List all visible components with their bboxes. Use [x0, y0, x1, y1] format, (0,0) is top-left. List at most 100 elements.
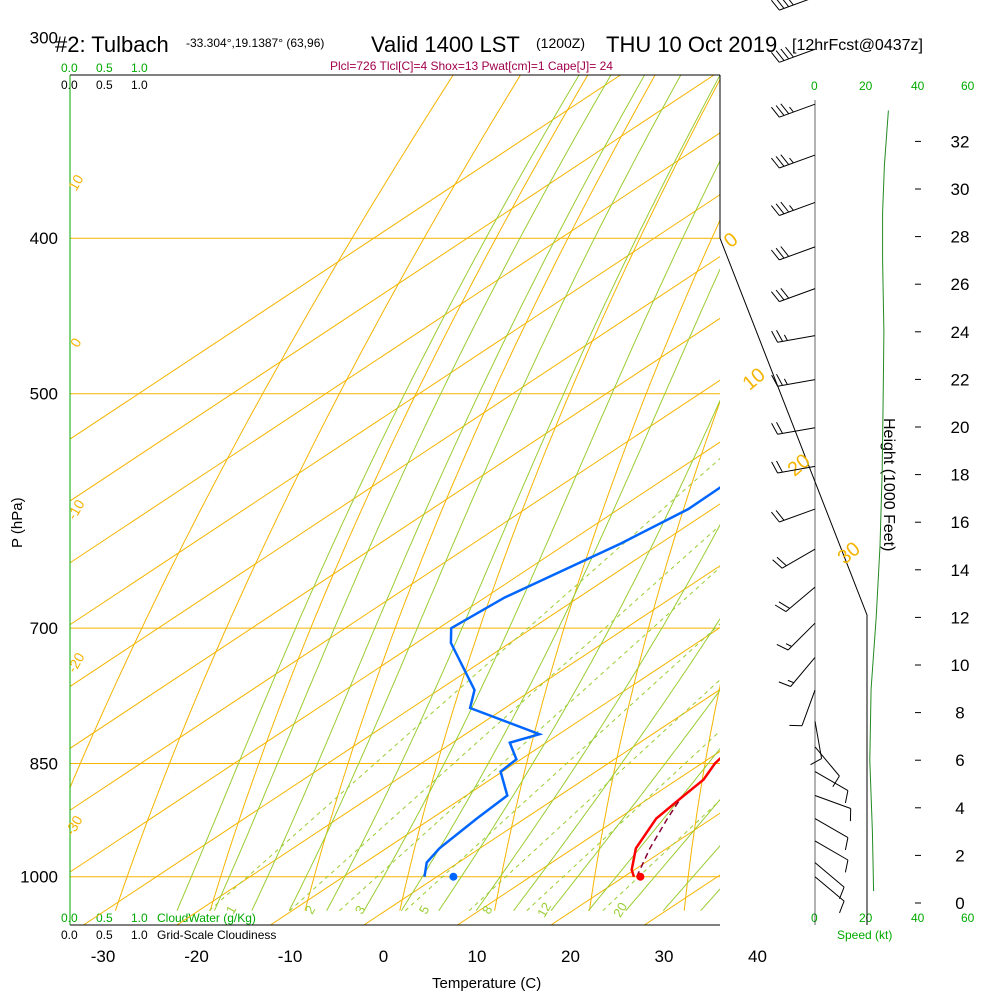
wind-barbs: [771, 0, 850, 913]
wind-tick-top-40: 40: [911, 79, 925, 93]
mixing-ratio-label-5: 12: [534, 900, 554, 920]
moist-adiabat-8: [439, 0, 944, 911]
isotherm--100: [0, 75, 714, 925]
isotherm--20: [177, 75, 1000, 925]
dry-adiabat-label-4: -30: [62, 813, 86, 839]
wind-barb-6: [771, 247, 815, 260]
height-tick-24: 24: [951, 323, 970, 342]
dry-adiabat-60: [969, 0, 1000, 911]
cloud-scale-top: 0.0 0.5 1.0 0.0 0.5 1.0: [61, 61, 148, 92]
wind-barb-5: [771, 202, 815, 215]
wind-barb-3: [771, 104, 815, 117]
pressure-tick-500: 500: [30, 385, 58, 404]
wind-barb-17: [789, 690, 815, 726]
cloud-tick-top-green-1: 0.5: [96, 61, 113, 75]
height-tick-4: 4: [955, 799, 964, 818]
dry-adiabat-label-1: 0: [67, 335, 85, 350]
dry-adiabat-label-0: 10: [65, 172, 87, 194]
height-tick-0: 0: [955, 894, 964, 913]
isotherm--70: [0, 75, 994, 925]
mixing-ratio-8: [469, 238, 1000, 911]
moist-adiabat-16: [514, 0, 1000, 911]
moist-adiabat-0: [364, 0, 845, 911]
height-tick-12: 12: [951, 608, 970, 627]
x-axis-label: Temperature (C): [432, 975, 541, 992]
cloud-tick-top-green-0: 0.0: [61, 61, 78, 75]
wind-tick-top-20: 20: [859, 79, 873, 93]
isotherm-label-2: 20: [784, 450, 815, 481]
height-tick-26: 26: [951, 275, 970, 294]
cloud-water-label: CloudWater (g/Kg): [157, 911, 256, 925]
height-tick-6: 6: [955, 751, 964, 770]
cloud-tick-top-green-2: 1.0: [131, 61, 148, 75]
wind-barb-16: [779, 657, 815, 686]
surface-dewpoint-dot: [449, 873, 457, 881]
temperature-tick-30: 30: [655, 947, 674, 966]
pressure-tick-300: 300: [30, 29, 58, 48]
moist-adiabat-20: [551, 0, 1000, 911]
isotherm--40: [0, 75, 1000, 925]
wind-barb-4: [771, 155, 815, 168]
wind-tick-bottom-20: 20: [859, 911, 873, 925]
isotherm--110: [0, 75, 620, 925]
height-tick-20: 20: [951, 418, 970, 437]
wind-barb-14: [775, 587, 815, 611]
isotherm--30: [83, 75, 1000, 925]
wind-barb-1: [771, 0, 815, 10]
pressure-tick-400: 400: [30, 229, 58, 248]
mixing-ratio-label-1: 2: [302, 903, 319, 917]
wind-barb-22: [815, 819, 848, 850]
dewpoint-line: [425, 0, 1000, 877]
wind-tick-bottom-60: 60: [961, 911, 975, 925]
pressure-tick-850: 850: [30, 754, 58, 773]
wind-barb-18: [811, 721, 822, 764]
mixing-ratio-label-6: 20: [610, 900, 630, 920]
wind-barb-10: [772, 422, 815, 434]
wind-barb-19: [815, 747, 839, 787]
mixing-ratio-label-2: 3: [352, 903, 369, 917]
temperature-line: [632, 0, 1000, 877]
dry-adiabat-label-3: -20: [64, 650, 88, 676]
dry-adiabat--20: [210, 0, 688, 911]
surface-temperature-dot: [636, 873, 644, 881]
isotherm--50: [0, 75, 1000, 925]
mixing-ratio-12: [527, 238, 1000, 911]
wind-barb-23: [815, 841, 848, 872]
isotherm--60: [0, 75, 1000, 925]
cloud-tick-bottom-green-1: 0.5: [96, 911, 113, 925]
cloud-tick-top-black-1: 0.5: [96, 78, 113, 92]
wind-barb-21: [815, 795, 851, 821]
temperature-tick--30: -30: [91, 947, 116, 966]
mixing-ratio-label-3: 5: [416, 903, 433, 917]
cloud-tick-bottom-green-2: 1.0: [131, 911, 148, 925]
wind-barb-13: [773, 549, 815, 568]
mixing-ratio-3: [339, 238, 1000, 911]
cloudiness-label: Grid-Scale Cloudiness: [157, 928, 276, 942]
moist-adiabat-28: [626, 0, 1000, 911]
moist-adiabat--12: [252, 0, 734, 911]
height-tick-16: 16: [951, 513, 970, 532]
temperature-tick--20: -20: [184, 947, 209, 966]
wind-barb-15: [777, 623, 815, 650]
cloud-tick-bottom-black-2: 1.0: [131, 928, 148, 942]
height-tick-10: 10: [951, 656, 970, 675]
moist-adiabat--4: [327, 0, 805, 911]
wind-barb-20: [815, 772, 848, 803]
wind-barb-12: [771, 509, 815, 522]
temperature-tick-0: 0: [379, 947, 388, 966]
isotherm-label-0: 0: [720, 228, 743, 252]
height-tick-18: 18: [951, 466, 970, 485]
dry-adiabat-label-2: -10: [64, 497, 88, 523]
isotherm-50: [831, 75, 1000, 925]
temperature-tick--10: -10: [278, 947, 303, 966]
wind-barb-8: [772, 330, 815, 342]
height-tick-32: 32: [951, 132, 970, 151]
dry-adiabat--30: [115, 0, 625, 911]
isotherm-label-1: 10: [739, 364, 770, 395]
cloud-tick-top-black-2: 1.0: [131, 78, 148, 92]
height-tick-22: 22: [951, 370, 970, 389]
mixing-ratio-5: [405, 238, 1000, 911]
